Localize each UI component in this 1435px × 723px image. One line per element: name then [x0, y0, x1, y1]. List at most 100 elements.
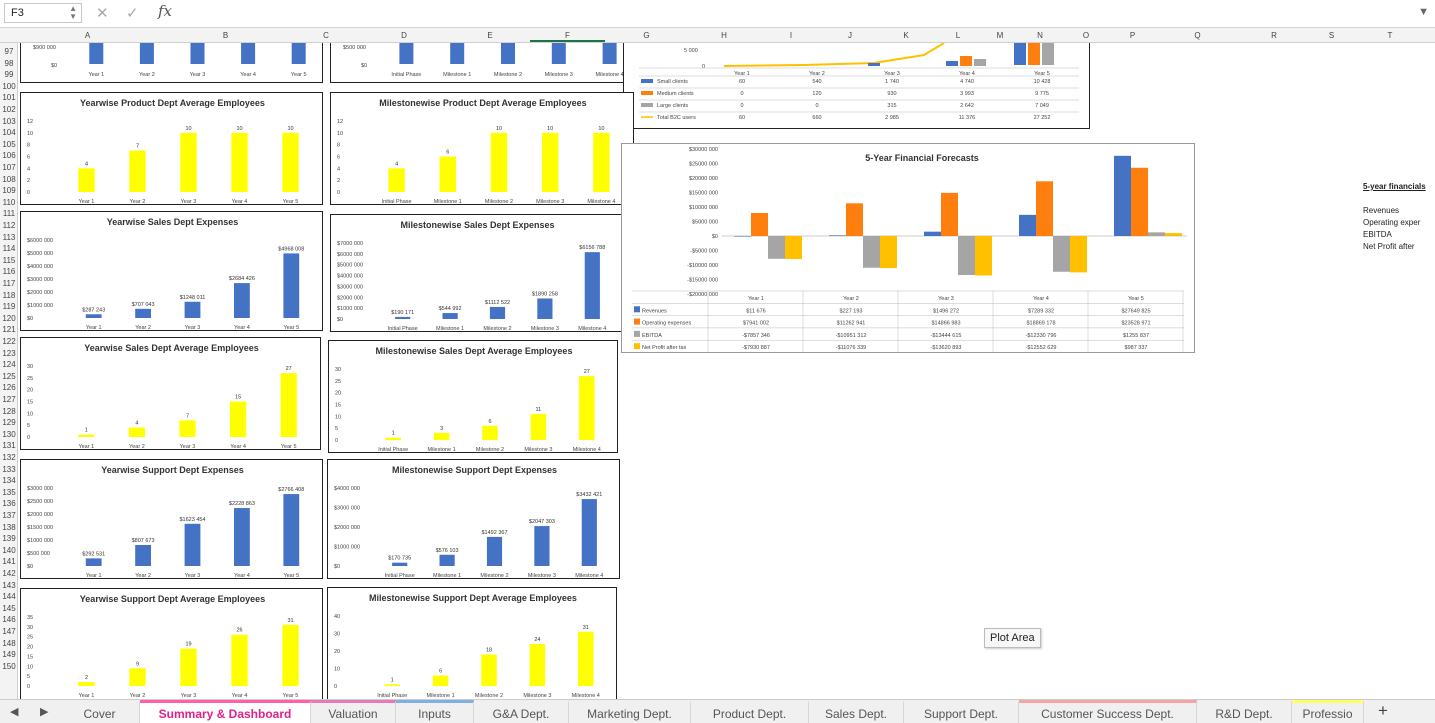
tab-ga-dept[interactable]: G&A Dept. — [474, 700, 569, 723]
column-header-F[interactable]: F — [565, 31, 570, 40]
chart-sales-exp-mile[interactable]: Milestonewise Sales Dept Expenses $7000 0… — [330, 214, 623, 332]
next-sheet-icon[interactable]: ▶ — [40, 706, 49, 718]
chart-support-exp-year[interactable]: Yearwise Support Dept Expenses $3000 000 $… — [20, 459, 323, 579]
row-header-140[interactable]: 140 — [2, 545, 16, 555]
row-header-146[interactable]: 146 — [2, 615, 16, 625]
row-header-107[interactable]: 107 — [2, 163, 16, 172]
tab-support-dept[interactable]: Support Dept. — [904, 700, 1019, 723]
row-header-127[interactable]: 127 — [2, 395, 16, 404]
expand-formula-bar-icon[interactable]: ▼ — [1418, 6, 1429, 18]
row-header-111[interactable]: 111 — [2, 209, 16, 219]
column-header-L[interactable]: L — [955, 31, 961, 40]
tab-sales-dept[interactable]: Sales Dept. — [809, 700, 904, 723]
column-header-I[interactable]: I — [789, 31, 793, 40]
row-header-104[interactable]: 104 — [2, 128, 16, 138]
row-header-109[interactable]: 109 — [2, 186, 16, 196]
column-header-S[interactable]: S — [1328, 31, 1335, 40]
row-header-117[interactable]: 117 — [2, 279, 16, 288]
row-header-141[interactable]: 141 — [2, 557, 16, 567]
name-box[interactable]: F3 ▲ ▼ — [4, 3, 82, 23]
row-header-125[interactable]: 125 — [2, 371, 16, 381]
chart-yearwise-top[interactable]: $900 000 $0 Year 1 Year 2 Year 3 Year 4 Year 5 — [20, 43, 323, 83]
row-header-112[interactable]: 112 — [2, 221, 16, 230]
row-header-102[interactable]: 102 — [2, 105, 16, 114]
column-header-O[interactable]: O — [1082, 31, 1090, 40]
row-header-113[interactable]: 113 — [2, 232, 16, 242]
row-header-108[interactable]: 108 — [2, 174, 16, 184]
column-header-B[interactable]: B — [222, 31, 229, 40]
tab-inputs[interactable]: Inputs — [396, 700, 474, 723]
column-header-G[interactable]: G — [643, 31, 650, 40]
row-header-139[interactable]: 139 — [2, 534, 16, 544]
row-header-114[interactable]: 114 — [2, 244, 16, 254]
tab-cover[interactable]: Cover — [60, 700, 140, 723]
row-header-100[interactable]: 100 — [2, 81, 16, 91]
chart-product-mile[interactable]: Milestonewise Product Dept Average Emplo… — [330, 92, 634, 205]
column-header-Q[interactable]: Q — [1194, 31, 1201, 40]
row-header-118[interactable]: 118 — [2, 290, 16, 300]
column-header-T[interactable]: T — [1387, 31, 1393, 40]
tab-customer-success-dept[interactable]: Customer Success Dept. — [1019, 700, 1197, 723]
chart-support-emp-mile[interactable]: Milestonewise Support Dept Average Emplo… — [327, 587, 617, 699]
row-header-148[interactable]: 148 — [2, 638, 16, 648]
tab-summary-dashboard[interactable]: Summary & Dashboard — [140, 700, 311, 723]
row-header-120[interactable]: 120 — [2, 313, 16, 323]
name-box-stepper-icon[interactable]: ▲ ▼ — [69, 4, 77, 21]
confirm-icon[interactable]: ✓ — [126, 5, 139, 22]
row-header-149[interactable]: 149 — [2, 650, 16, 660]
chart-clients[interactable]: 5 000 0 Year 1 Year 2 Year 3 Year 4 Year 5 Smal… — [623, 43, 1090, 129]
row-header-150[interactable]: 150 — [2, 661, 16, 671]
row-header-123[interactable]: 123 — [2, 348, 16, 358]
row-header-105[interactable]: 105 — [2, 139, 16, 149]
row-header-121[interactable]: 121 — [2, 325, 16, 335]
tab-marketing-dept[interactable]: Marketing Dept. — [569, 700, 691, 723]
cancel-icon[interactable]: ✕ — [96, 5, 109, 22]
row-header-145[interactable]: 145 — [2, 603, 16, 613]
column-header-R[interactable]: R — [1271, 31, 1277, 40]
chart-sales-emp-mile[interactable]: Milestonewise Sales Dept Average Employe… — [328, 340, 618, 453]
column-header-A[interactable]: A — [84, 31, 91, 40]
row-header-126[interactable]: 126 — [2, 383, 16, 393]
row-header-133[interactable]: 133 — [2, 464, 16, 474]
column-header-N[interactable]: N — [1037, 31, 1043, 40]
chart-support-exp-mile[interactable]: Milestonewise Support Dept Expenses $4000… — [327, 459, 620, 579]
tab-product-dept[interactable]: Product Dept. — [691, 700, 809, 723]
row-header-132[interactable]: 132 — [2, 453, 16, 462]
function-icon[interactable]: fx — [158, 2, 173, 20]
row-header-110[interactable]: 110 — [2, 197, 16, 207]
column-header-M[interactable]: M — [996, 31, 1004, 40]
tab-rd-dept[interactable]: R&D Dept. — [1197, 700, 1292, 723]
chart-milestonewise-top[interactable]: $500 000 $0 Initial Phase Milestone 1 Milest… — [330, 43, 634, 83]
tab-professional[interactable]: Professio — [1292, 700, 1364, 723]
row-header-101[interactable]: 101 — [2, 93, 16, 103]
row-header-119[interactable]: 119 — [2, 302, 16, 312]
row-header-143[interactable]: 143 — [2, 580, 16, 590]
column-header-H[interactable]: H — [721, 31, 727, 40]
tab-valuation[interactable]: Valuation — [311, 700, 396, 723]
prev-sheet-icon[interactable]: ◀ — [10, 706, 19, 718]
row-header-99[interactable]: 99 — [4, 70, 14, 80]
row-header-131[interactable]: 131 — [2, 441, 16, 451]
chart-sales-emp-year[interactable]: Yearwise Sales Dept Average Employees 30 2… — [20, 337, 321, 450]
row-header-136[interactable]: 136 — [2, 499, 16, 509]
row-header-142[interactable]: 142 — [2, 569, 16, 578]
row-header-138[interactable]: 138 — [2, 522, 16, 532]
column-header-C[interactable]: C — [323, 31, 329, 40]
chart-sales-exp-year[interactable]: Yearwise Sales Dept Expenses $6000 000 $50… — [20, 211, 323, 331]
row-header-116[interactable]: 116 — [2, 267, 16, 277]
row-header-144[interactable]: 144 — [2, 592, 16, 602]
row-header-97[interactable]: 97 — [4, 47, 14, 56]
column-header-D[interactable]: D — [401, 31, 407, 40]
add-sheet-icon[interactable]: + — [1378, 701, 1388, 720]
column-header-J[interactable]: J — [848, 31, 852, 40]
column-header-K[interactable]: K — [903, 31, 909, 40]
row-header-98[interactable]: 98 — [4, 58, 14, 68]
row-header-128[interactable]: 128 — [2, 406, 16, 416]
chart-product-year[interactable]: Yearwise Product Dept Average Employees 1… — [20, 92, 323, 205]
row-header-134[interactable]: 134 — [2, 476, 16, 486]
row-header-106[interactable]: 106 — [2, 151, 16, 161]
row-header-122[interactable]: 122 — [2, 337, 16, 346]
row-header-135[interactable]: 135 — [2, 487, 16, 497]
worksheet[interactable]: $900 000 $0 Year 1 Year 2 Year 3 Year 4 Year 5… — [18, 43, 1435, 699]
chart-support-emp-year[interactable]: Yearwise Support Dept Average Employees 3… — [20, 588, 323, 699]
